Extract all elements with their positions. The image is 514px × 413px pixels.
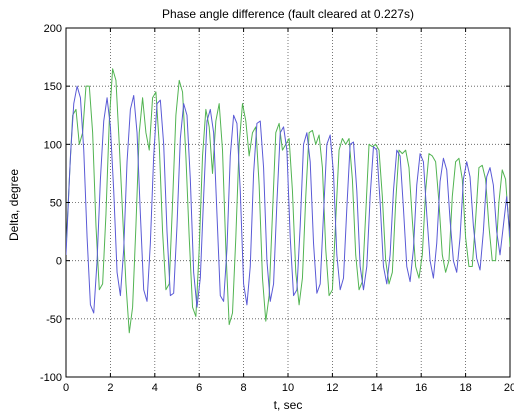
x-tick-label: 12 (326, 382, 338, 394)
y-tick-label: -50 (46, 314, 62, 326)
x-tick-label: 6 (196, 382, 202, 394)
series-line-1 (66, 68, 510, 334)
x-tick-label: 0 (63, 382, 69, 394)
x-tick-label: 16 (415, 382, 427, 394)
y-tick-label: 200 (44, 23, 62, 35)
y-tick-label: 50 (50, 198, 62, 210)
x-tick-label: 14 (371, 382, 383, 394)
series-lines (66, 68, 510, 334)
series-line-0 (66, 85, 510, 314)
y-tick-label: 150 (44, 81, 62, 93)
chart-title: Phase angle difference (fault cleared at… (162, 7, 414, 21)
x-tick-label: 4 (152, 382, 158, 394)
x-tick-label: 10 (282, 382, 294, 394)
y-tick-label: -100 (40, 372, 62, 384)
y-tick-label: 100 (44, 139, 62, 151)
y-tick-label: 0 (56, 256, 62, 268)
y-axis-title: Delta, degree (7, 169, 21, 241)
grid-lines (66, 28, 510, 377)
x-tick-label: 2 (107, 382, 113, 394)
x-tick-label: 20 (504, 382, 514, 394)
x-tick-label: 18 (459, 382, 471, 394)
axis-ticks: 0 2 4 6 8 10 12 14 16 18 20 -100 -50 0 50 100 150 200 (40, 23, 514, 394)
x-axis-title: t, sec (274, 398, 303, 412)
x-tick-label: 8 (241, 382, 247, 394)
